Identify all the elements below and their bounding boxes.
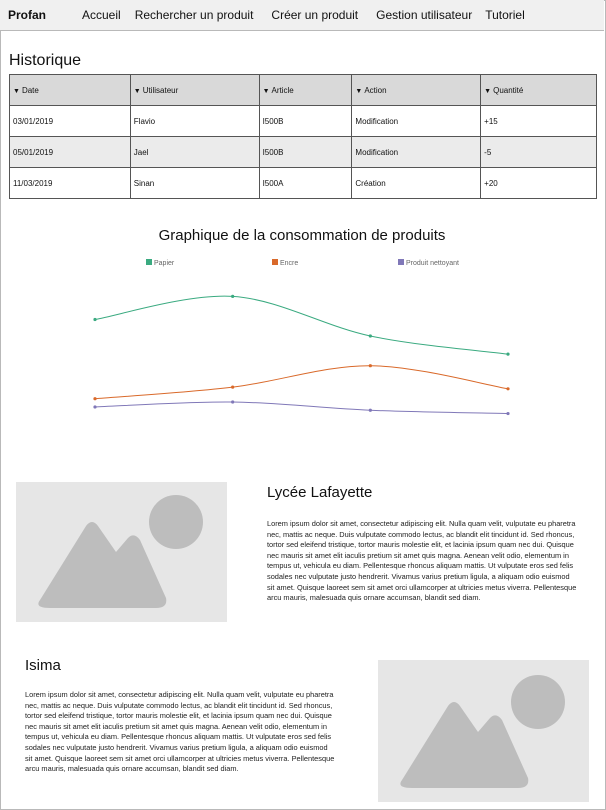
data-point[interactable] (231, 385, 235, 389)
column-header-utilisateur[interactable]: ▼ Utilisateur (129, 74, 260, 106)
cell-article: I500B (258, 105, 353, 137)
cell-quantite: -5 (480, 136, 597, 168)
legend-item[interactable]: Papier (146, 259, 175, 267)
data-point[interactable] (368, 364, 372, 368)
cell-action: Modification (351, 136, 482, 168)
series-line (94, 365, 509, 400)
series-line (94, 295, 509, 355)
nav-link-tutoriel[interactable]: Tutoriel (485, 8, 525, 22)
data-point[interactable] (231, 400, 235, 404)
cell-quantite: +20 (480, 167, 597, 199)
column-header-action[interactable]: ▼ Action (351, 74, 482, 106)
table-row[interactable]: 05/01/2019 Jael I500B Modification -5 (9, 136, 597, 168)
data-point[interactable] (93, 405, 97, 409)
image-placeholder-lafayette (16, 482, 227, 622)
cell-utilisateur: Sinan (129, 167, 260, 199)
triangle-down-icon[interactable]: ▼ (262, 87, 270, 95)
triangle-down-icon[interactable]: ▼ (133, 87, 141, 95)
data-point[interactable] (506, 387, 510, 391)
cell-article: I500B (258, 136, 353, 168)
triangle-down-icon[interactable]: ▼ (484, 87, 492, 95)
data-point[interactable] (368, 408, 372, 412)
cell-utilisateur: Jael (129, 136, 260, 168)
cell-date: 05/01/2019 (9, 136, 131, 168)
legend-swatch (272, 259, 278, 265)
data-point[interactable] (506, 411, 510, 416)
table-row[interactable]: 11/03/2019 Sinan I500A Création +20 (9, 167, 597, 199)
legend-item[interactable]: Produit nettoyant (398, 259, 459, 267)
data-point[interactable] (231, 294, 235, 298)
cell-date: 03/01/2019 (9, 105, 131, 137)
column-header-quantite[interactable]: ▼ Quantité (480, 74, 597, 106)
legend-label: Produit nettoyant (406, 260, 459, 267)
legend-label: Encre (280, 260, 298, 267)
triangle-down-icon[interactable]: ▼ (355, 87, 363, 95)
cell-action: Modification (351, 105, 482, 137)
consumption-line-chart: Papier Encre Produit nettoyant (93, 259, 510, 416)
nav-link-rechercher[interactable]: Rechercher un produit (134, 8, 254, 22)
history-title: Historique (9, 52, 82, 69)
card-text-lafayette: Lorem ipsum dolor sit amet, consectetur … (267, 519, 577, 603)
card-title-lafayette: Lycée Lafayette (267, 484, 373, 501)
data-point[interactable] (368, 334, 372, 338)
table-row[interactable]: 03/01/2019 Flavio I500B Modification +15 (9, 105, 597, 137)
cell-utilisateur: Flavio (129, 105, 260, 137)
cell-quantite: +15 (480, 105, 597, 137)
brand-logo[interactable]: Profan (8, 8, 47, 22)
column-header-date[interactable]: ▼ Date (9, 74, 131, 106)
image-placeholder-isima (378, 660, 589, 802)
image-placeholder-icon (38, 495, 203, 608)
image-placeholder-icon (400, 675, 565, 788)
legend-item[interactable]: Encre (272, 259, 298, 267)
card-title-isima: Isima (25, 657, 61, 674)
top-navbar: Profan Accueil Rechercher un produit Cré… (0, 0, 604, 31)
nav-link-gestion[interactable]: Gestion utilisateur (376, 8, 473, 22)
legend-swatch (146, 259, 152, 265)
card-text-isima: Lorem ipsum dolor sit amet, consectetur … (25, 690, 335, 774)
data-point[interactable] (93, 397, 97, 401)
nav-link-accueil[interactable]: Accueil (82, 8, 121, 22)
cell-date: 11/03/2019 (9, 167, 131, 199)
series-line (94, 401, 509, 415)
history-table: ▼ Date ▼ Utilisateur ▼ Article ▼ Action ▼ Qua… (9, 74, 597, 199)
history-header-row: ▼ Date ▼ Utilisateur ▼ Article ▼ Action ▼ Qua… (9, 74, 597, 106)
legend-swatch (398, 259, 404, 265)
data-point[interactable] (93, 317, 97, 322)
data-point[interactable] (506, 352, 510, 356)
column-header-article[interactable]: ▼ Article (258, 74, 353, 106)
nav-link-creer[interactable]: Créer un produit (271, 8, 359, 22)
chart-title: Graphique de la consommation de produits (158, 227, 446, 244)
cell-article: I500A (258, 167, 353, 199)
legend-label: Papier (154, 260, 175, 267)
cell-action: Création (351, 167, 482, 199)
triangle-down-icon[interactable]: ▼ (13, 87, 20, 95)
